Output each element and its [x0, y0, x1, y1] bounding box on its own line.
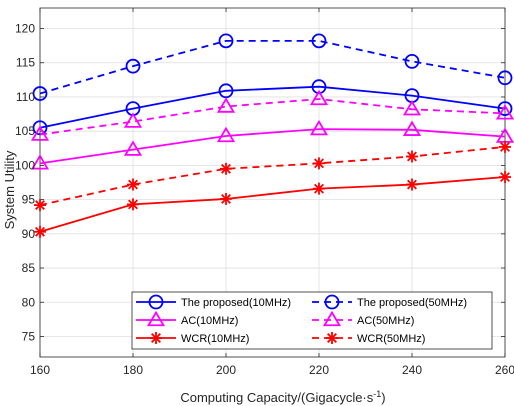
data-point [402, 120, 422, 136]
x-axis-title-main: Computing Capacity/(Gigacycle·s [180, 390, 373, 405]
x-axis-title-suffix: ) [381, 390, 385, 405]
data-point [30, 154, 50, 170]
series-line [39, 98, 506, 136]
legend-entry: WCR(50MHz) [312, 332, 425, 345]
data-point [313, 157, 325, 170]
series-line [39, 128, 506, 165]
data-point [497, 101, 513, 116]
data-point [34, 225, 46, 238]
legend-marker [146, 310, 166, 327]
data-point [220, 192, 232, 205]
data-point [497, 70, 513, 86]
legend-entry: The proposed(10MHz) [136, 294, 291, 310]
x-tick-label: 180 [123, 363, 143, 377]
data-point [309, 89, 329, 106]
legend-label: The proposed(50MHz) [357, 297, 467, 309]
legend-entry: WCR(10MHz) [136, 332, 249, 345]
x-tick-label: 220 [309, 363, 329, 377]
data-point [499, 171, 511, 184]
legend-marker [326, 332, 338, 344]
data-point [402, 100, 422, 116]
data-point [216, 97, 236, 113]
y-axis-title: System Utility [2, 150, 17, 229]
x-axis-title-superscript: -1 [373, 389, 381, 399]
data-point [216, 126, 236, 143]
y-tick-label: 115 [16, 56, 35, 70]
y-tick-label: 120 [15, 22, 35, 36]
data-point [123, 140, 143, 156]
data-point [127, 178, 139, 191]
series-line [39, 176, 506, 233]
y-tick-label: 110 [16, 90, 35, 104]
data-point [125, 58, 141, 74]
x-tick-label: 240 [402, 363, 422, 377]
data-point [313, 182, 325, 195]
legend: The proposed(10MHz) The proposed(50MHz) AC… [131, 291, 493, 350]
x-tick-label: 200 [216, 363, 236, 377]
series-1 [32, 33, 513, 101]
legend-label: AC(50MHz) [357, 315, 414, 327]
legend-marker [322, 310, 342, 327]
legend-entry: The proposed(50MHz) [312, 294, 467, 310]
y-tick-label: 100 [15, 158, 35, 172]
data-point [404, 53, 420, 69]
data-point [406, 150, 418, 163]
data-point [311, 33, 327, 49]
series-3 [30, 89, 514, 141]
legend-entry: AC(10MHz) [136, 310, 238, 327]
x-tick-label: 260 [495, 363, 514, 377]
y-tick-label: 90 [22, 227, 36, 241]
data-point [499, 140, 511, 153]
series-5 [34, 140, 511, 212]
y-tick-label: 105 [15, 124, 35, 138]
x-tick-label: 160 [30, 363, 50, 377]
data-point [220, 162, 232, 175]
data-point [123, 112, 143, 128]
y-tick-label: 75 [22, 329, 36, 343]
y-tick-label: 85 [22, 261, 36, 275]
legend-label: AC(10MHz) [181, 315, 238, 327]
legend-label: The proposed(10MHz) [181, 297, 291, 309]
data-point [218, 33, 234, 49]
legend-entry: AC(50MHz) [312, 310, 414, 327]
data-point [406, 178, 418, 191]
series-group [30, 33, 514, 238]
data-point [32, 86, 48, 101]
series-4 [34, 171, 511, 238]
data-point [495, 104, 514, 120]
y-tick-label: 95 [22, 193, 36, 207]
legend-marker [150, 332, 162, 344]
data-point [34, 199, 46, 212]
legend-marker [148, 294, 164, 310]
y-tick-label: 80 [22, 295, 36, 309]
x-axis-title: Computing Capacity/(Gigacycle·s-1) [180, 389, 385, 405]
legend-label: WCR(50MHz) [357, 333, 425, 345]
legend-label: WCR(10MHz) [181, 333, 249, 345]
legend-marker [324, 294, 340, 310]
tick-labels: 160 180 200 220 240 260 75 80 85 90 95 100 105 110 115… [15, 22, 514, 377]
series-line [39, 146, 506, 206]
series-2 [30, 119, 514, 170]
data-point [30, 125, 50, 141]
series-line [39, 85, 506, 129]
data-point [309, 119, 329, 136]
series-line [39, 39, 506, 95]
data-point [127, 198, 139, 211]
